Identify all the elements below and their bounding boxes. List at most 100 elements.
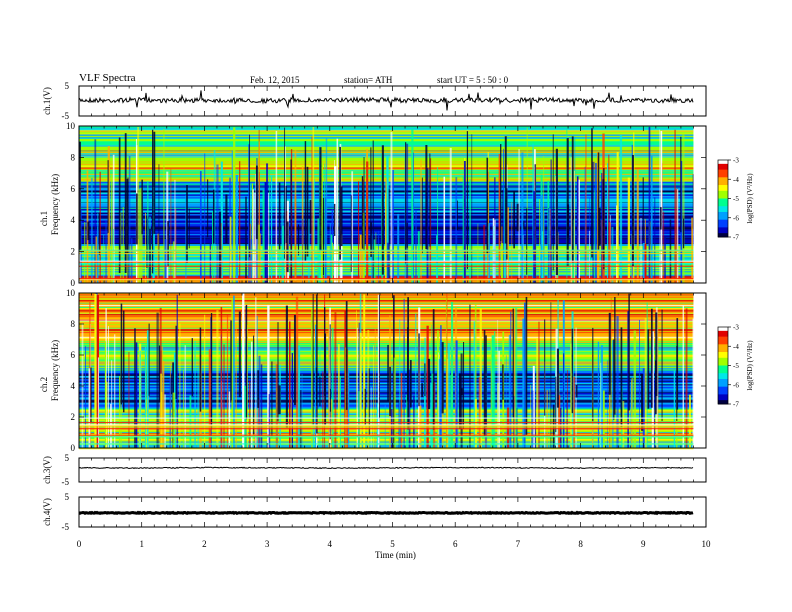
gap [556, 348, 559, 408]
streak [377, 294, 380, 448]
streak [373, 345, 374, 448]
gap [79, 141, 81, 252]
freq-line [79, 404, 694, 406]
streak [249, 381, 251, 448]
streak [140, 187, 143, 283]
streak [664, 237, 666, 283]
streak [627, 311, 629, 448]
colorbar-cell [718, 342, 728, 345]
gap [544, 319, 546, 416]
streak [194, 341, 196, 448]
lf-line [79, 436, 694, 438]
streak [608, 154, 610, 283]
streak [96, 295, 99, 448]
streak [95, 236, 98, 283]
freq-line [79, 365, 694, 367]
gap [661, 309, 663, 422]
freq-line [79, 331, 694, 334]
colorbar-cell [718, 332, 728, 336]
freq-line [79, 300, 694, 303]
x-tick-label: 0 [77, 539, 82, 549]
streak [260, 364, 263, 448]
gap [458, 373, 462, 429]
colorbar-cell [718, 402, 728, 405]
colorbar-cell [718, 352, 728, 355]
freq-line [79, 307, 694, 310]
streak [347, 369, 350, 448]
gap [306, 166, 309, 257]
gap [566, 138, 569, 266]
colorbar-cell [718, 380, 728, 384]
freq-line [79, 299, 694, 302]
freq-line [79, 298, 694, 300]
freq-line [79, 156, 694, 158]
gap [152, 129, 154, 274]
colorbar-cell [718, 382, 728, 386]
freq-line [79, 324, 694, 326]
streak [538, 321, 540, 448]
streak [107, 146, 110, 283]
streak [218, 211, 222, 283]
freq-line [79, 161, 694, 163]
freq-line [79, 301, 694, 304]
gap [632, 154, 634, 267]
streak [97, 357, 99, 448]
freq-line [79, 382, 694, 385]
streak [367, 329, 370, 448]
streak [646, 302, 648, 448]
colorbar-cell [718, 235, 728, 238]
gap [483, 330, 486, 437]
streak [147, 181, 149, 283]
streak [128, 156, 131, 283]
streak [250, 341, 253, 448]
gap [592, 327, 594, 422]
streak [90, 177, 93, 283]
gap [207, 179, 209, 238]
streak [289, 321, 291, 448]
freq-line [79, 384, 694, 386]
freq-line [79, 353, 694, 355]
streak [374, 327, 376, 448]
streak [340, 234, 343, 283]
x-tick-label: 5 [390, 539, 395, 549]
gap [271, 361, 273, 438]
freq-line [79, 322, 694, 324]
panel-ch1-spectrogram [78, 125, 731, 284]
streak [339, 375, 341, 448]
y-tick-label: 8 [71, 319, 76, 329]
y-axis-label: Frequency (kHz) [50, 340, 60, 401]
streak [331, 209, 333, 283]
freq-line [79, 367, 694, 370]
freq-line [79, 143, 694, 145]
gap [350, 195, 352, 272]
streak [146, 330, 149, 448]
streak [197, 367, 199, 448]
gap [463, 342, 465, 429]
streak [469, 304, 471, 448]
gap [212, 189, 215, 244]
streak [526, 127, 528, 283]
colorbar-cell [718, 369, 728, 372]
streak [174, 179, 176, 283]
streak [550, 302, 552, 448]
colorbar-cell [718, 371, 728, 374]
streak [508, 334, 511, 448]
streak [266, 163, 269, 283]
gap [506, 188, 508, 260]
streak [275, 364, 279, 448]
streak [164, 394, 166, 448]
y-tick-label: 5 [65, 81, 70, 91]
x-tick-label: 8 [578, 539, 583, 549]
freq-line [79, 410, 694, 412]
gap [421, 383, 424, 398]
freq-line [79, 363, 694, 365]
freq-line [79, 377, 694, 380]
streak [170, 168, 172, 283]
freq-line [79, 391, 694, 393]
streak [216, 310, 219, 448]
streak [457, 360, 459, 448]
gap [571, 328, 574, 414]
streak [601, 345, 603, 448]
streak [593, 190, 597, 283]
gap [512, 308, 514, 418]
